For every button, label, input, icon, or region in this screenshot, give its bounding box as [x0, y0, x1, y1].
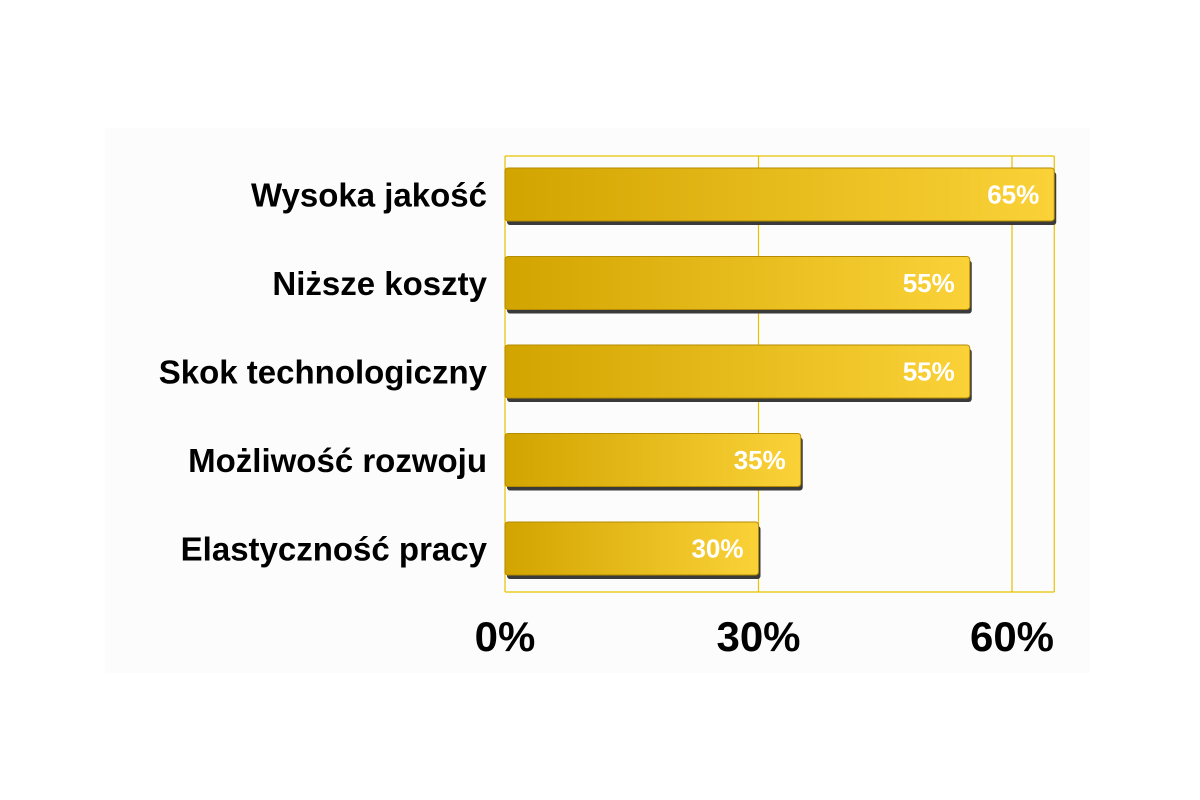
value-label: 30%	[691, 534, 743, 564]
bar-group: 30%	[504, 521, 761, 579]
bar	[504, 433, 802, 487]
category-label: Skok technologiczny	[159, 354, 488, 391]
bar	[504, 167, 1055, 222]
bar	[504, 256, 971, 310]
bar	[504, 521, 759, 576]
x-tick-label: 0%	[475, 613, 536, 660]
x-tick-label: 30%	[716, 613, 800, 660]
bar	[504, 344, 971, 399]
bar-group: 35%	[504, 433, 803, 491]
category-label: Elastyczność pracy	[181, 531, 488, 568]
x-tick-label: 60%	[970, 613, 1054, 660]
bar-group: 65%	[504, 167, 1057, 225]
x-axis-ticks: 0% 30% 60%	[475, 613, 1054, 660]
value-label: 65%	[987, 180, 1039, 210]
bar-group: 55%	[504, 344, 972, 402]
value-label: 55%	[903, 268, 955, 298]
category-label: Możliwość rozwoju	[188, 442, 487, 479]
value-label: 55%	[903, 357, 955, 387]
category-label: Wysoka jakość	[251, 177, 487, 214]
value-label: 35%	[734, 445, 786, 475]
bar-group: 55%	[504, 256, 972, 314]
bar-layer: 65% 55% 55% 35% 30%	[504, 167, 1057, 579]
category-label: Niższe koszty	[272, 265, 487, 302]
category-labels: Wysoka jakość Niższe koszty Skok technolog…	[159, 177, 488, 568]
